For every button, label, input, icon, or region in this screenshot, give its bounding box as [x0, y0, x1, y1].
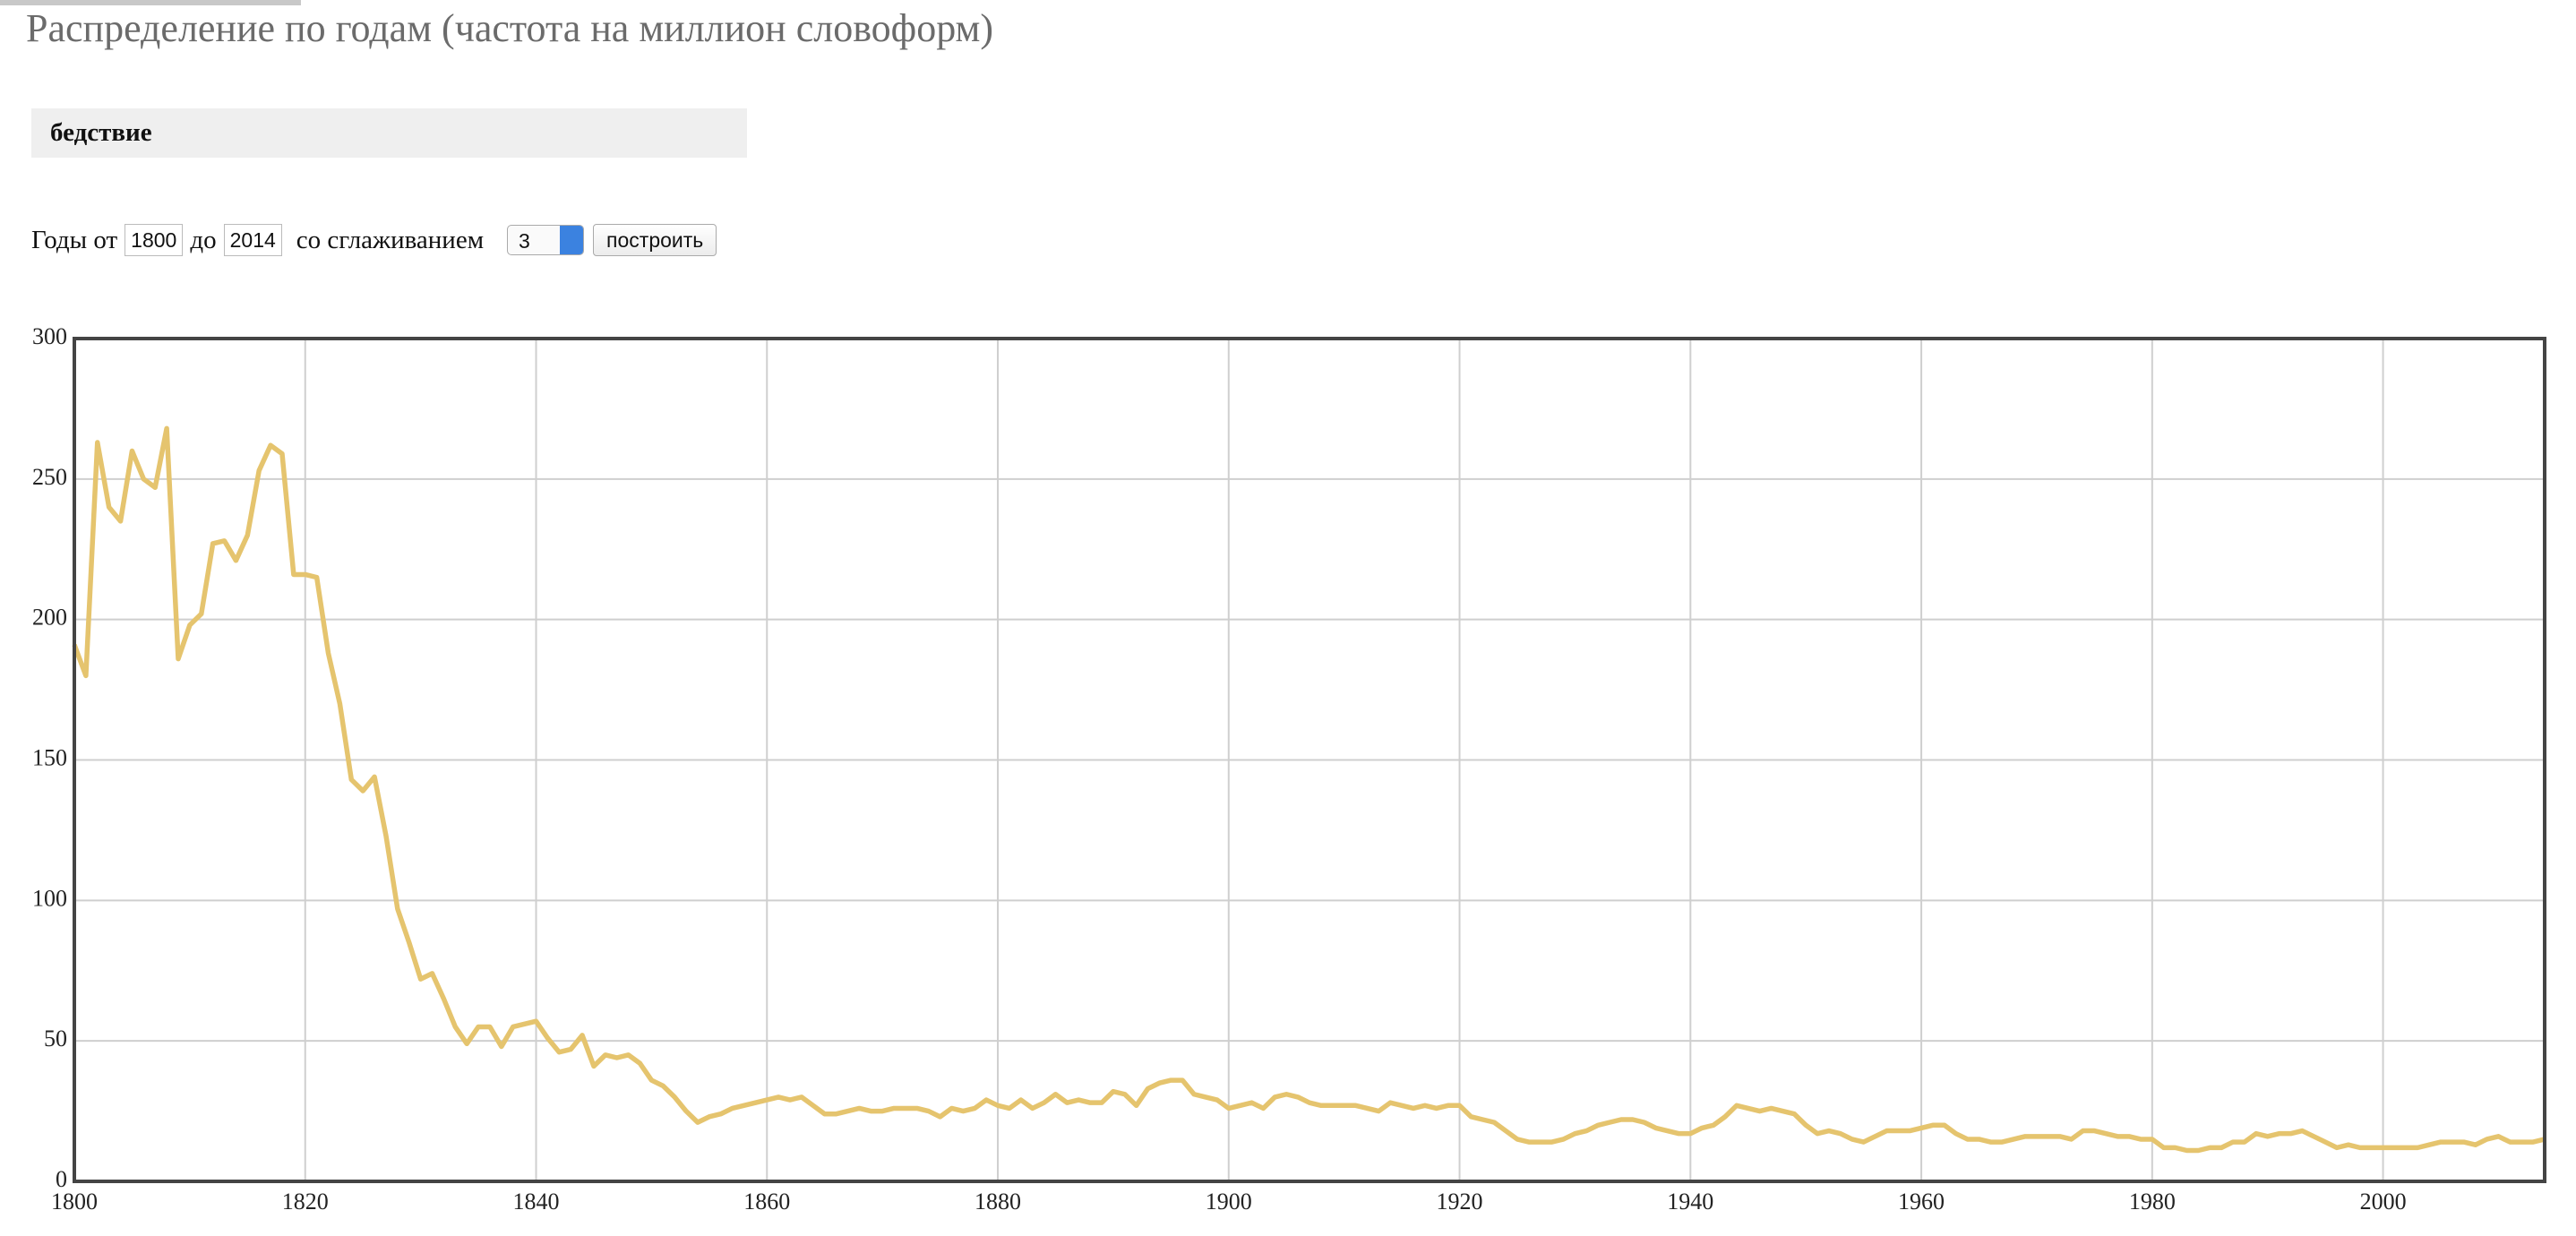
y-tick-label: 0: [56, 1166, 67, 1192]
from-label: Годы от: [31, 225, 118, 254]
plot-frame: [73, 337, 2546, 1183]
build-button[interactable]: построить: [593, 224, 717, 256]
y-tick-label: 300: [32, 323, 67, 349]
y-tick-label: 100: [32, 885, 67, 911]
top-bar: [0, 0, 301, 5]
x-tick-label: 1820: [282, 1189, 329, 1215]
x-tick-label: 1860: [743, 1189, 790, 1215]
from-input[interactable]: 1800: [125, 224, 184, 256]
data-line: [72, 425, 2546, 1154]
x-tick-label: 1800: [51, 1189, 98, 1215]
controls: Годы от 1800 до 2014 со сглаживанием 3 п…: [31, 222, 717, 258]
x-tick-label: 1900: [1206, 1189, 1252, 1215]
x-tick-label: 1940: [1667, 1189, 1713, 1215]
x-tick-label: 1920: [1437, 1189, 1483, 1215]
to-input[interactable]: 2014: [223, 224, 282, 256]
y-tick-label: 50: [44, 1026, 67, 1051]
page-title: Распределение по годам (частота на милли…: [26, 6, 994, 50]
x-tick-label: 1960: [1898, 1189, 1945, 1215]
to-label: до: [190, 225, 217, 254]
y-tick-label: 250: [32, 464, 67, 490]
x-tick-label: 1880: [975, 1189, 1021, 1215]
smooth-label: со сглаживанием: [296, 225, 485, 254]
x-tick-label: 2000: [2360, 1189, 2407, 1215]
y-tick-label: 150: [32, 744, 67, 770]
y-tick-label: 200: [32, 605, 67, 631]
x-tick-label: 1980: [2129, 1189, 2176, 1215]
x-tick-label: 1840: [513, 1189, 560, 1215]
smooth-select[interactable]: 3: [507, 225, 585, 255]
query-box: бедствие: [31, 108, 747, 158]
